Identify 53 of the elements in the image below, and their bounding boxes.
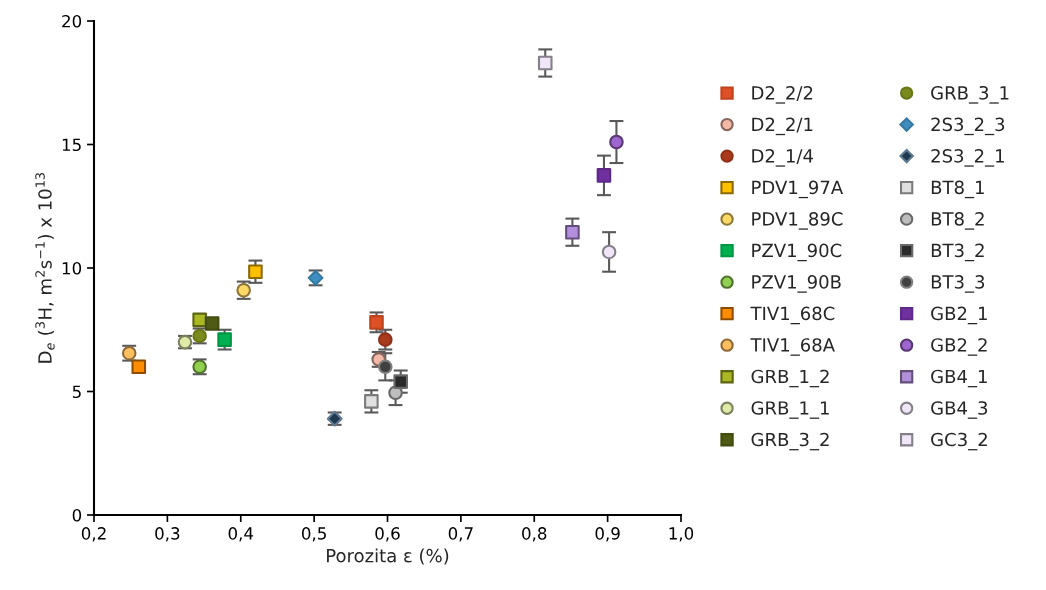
legend-label: D2_1/4 xyxy=(752,149,813,167)
x-tick-label: 0,5 xyxy=(301,527,326,542)
legend-label: GRB_1_1 xyxy=(751,401,829,419)
point xyxy=(192,312,207,328)
legend-label: 2S3_2_3 xyxy=(931,117,1005,136)
y-tick-label: 15 xyxy=(62,138,81,152)
x-tick-label: 0,9 xyxy=(595,527,620,542)
point xyxy=(393,374,408,389)
x-tick-label: 0,2 xyxy=(81,527,106,542)
legend-label: BT8_2 xyxy=(931,212,984,230)
legend-label: GRB_1_2 xyxy=(751,369,829,388)
y-tick-label: 10 xyxy=(62,261,82,275)
text: D$_{e}$ ($^{3}$H, m$^{2}$s$^{−1}$) x 10$^{13}$ xyxy=(35,173,55,363)
legend-label: GB2_1 xyxy=(931,306,987,325)
legend-label: GRB_3_2 xyxy=(751,432,829,451)
point xyxy=(248,264,263,279)
legend-label: BT3_2 xyxy=(931,243,984,262)
legend-label: TIV1_68A xyxy=(750,338,835,356)
point xyxy=(217,332,232,347)
point xyxy=(364,394,379,409)
legend-label: D2_2/1 xyxy=(752,117,813,136)
legend-label: GB4_3 xyxy=(931,401,988,419)
point xyxy=(601,244,617,260)
legend-label: 2S3_2_1 xyxy=(931,149,1004,167)
x-tick-label: 0,7 xyxy=(448,527,473,542)
x-axis-title: Porozita ε (%) xyxy=(327,548,449,565)
legend-label: TIV1_68C xyxy=(750,306,835,325)
legend-label: GC3_2 xyxy=(931,432,987,451)
y-tick-label: 20 xyxy=(62,14,82,28)
x-tick-label: 0,8 xyxy=(522,527,547,542)
legend-label: D2_2/2 xyxy=(752,85,813,104)
legend-label: PZV1_90C xyxy=(752,243,842,262)
x-tick-label: 0,4 xyxy=(228,527,254,542)
x-tick-label: 1,0 xyxy=(669,527,694,542)
legend-label: PZV1_90B xyxy=(752,275,841,293)
legend-label: GRB_3_1 xyxy=(931,85,1009,104)
y-tick-label: 0 xyxy=(72,508,82,522)
point xyxy=(596,168,612,183)
point xyxy=(609,134,624,150)
legend-label: GB2_2 xyxy=(931,338,987,356)
point xyxy=(537,55,553,71)
legend-label: GB4_1 xyxy=(931,369,987,388)
point xyxy=(204,316,220,331)
legend-label: BT8_1 xyxy=(931,180,984,199)
legend-label: PDV1_97A xyxy=(752,180,844,199)
x-tick-label: 0,3 xyxy=(155,527,180,542)
x-tick-label: 0,6 xyxy=(375,527,400,542)
legend-label: BT3_3 xyxy=(931,275,985,293)
point xyxy=(131,359,147,375)
point xyxy=(378,359,393,375)
point xyxy=(565,224,580,240)
legend-label: PDV1_89C xyxy=(752,212,843,230)
y-tick-label: 5 xyxy=(72,385,81,399)
